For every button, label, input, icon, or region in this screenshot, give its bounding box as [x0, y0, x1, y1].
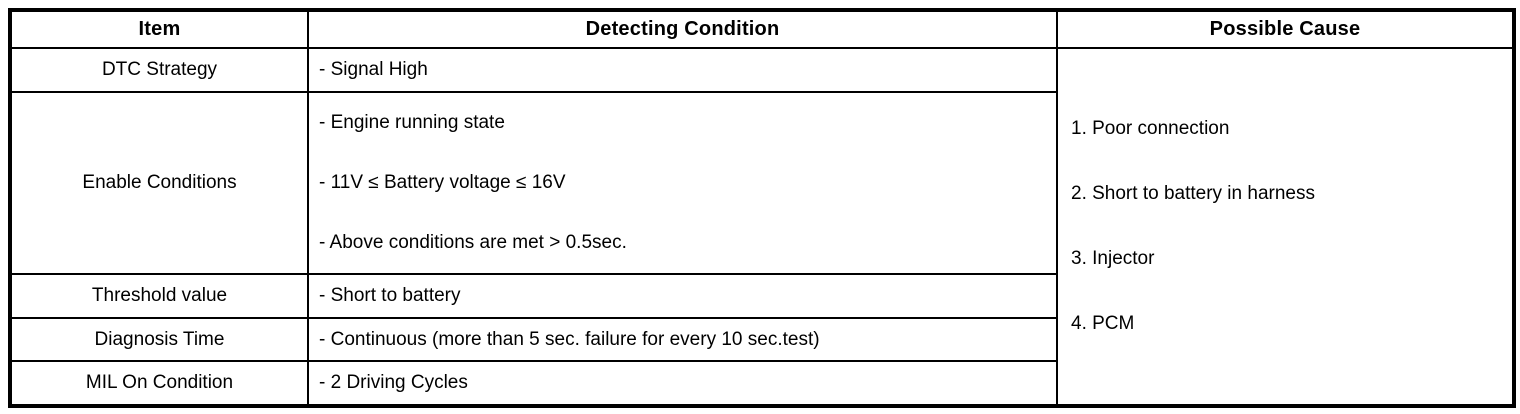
possible-cause-item-1: 1. Poor connection: [1071, 118, 1230, 139]
column-header-possible-cause: Possible Cause: [1056, 9, 1515, 49]
item-cell-threshold-value: Threshold value: [9, 273, 309, 319]
table-row-threshold-value: Threshold value - Short to battery: [9, 273, 1514, 319]
dtc-detecting-condition-table: Item Detecting Condition Possible Cause …: [8, 8, 1516, 408]
table-row-dtc-strategy: DTC Strategy - Signal High 1. Poor conne…: [9, 47, 1515, 407]
item-cell-diagnosis-time: Diagnosis Time: [9, 317, 309, 362]
column-header-detecting-condition: Detecting Condition: [307, 9, 1058, 49]
condition-cell-dtc-strategy: - Signal High: [307, 47, 1058, 93]
table-row-enable-conditions: Enable Conditions - Engine running state…: [9, 91, 1514, 275]
table-row-diagnosis-time: Diagnosis Time - Continuous (more than 5…: [9, 317, 1514, 362]
condition-list: - Engine running state - 11V ≤ Battery v…: [319, 93, 1056, 273]
condition-cell-diagnosis-time: - Continuous (more than 5 sec. failure f…: [307, 317, 1058, 362]
possible-cause-item-2: 2. Short to battery in harness: [1071, 183, 1315, 204]
possible-cause-list: 1. Poor connection 2. Short to battery i…: [1071, 97, 1512, 357]
table-header-row: Item Detecting Condition Possible Cause: [9, 9, 1515, 49]
possible-cause-item-3: 3. Injector: [1071, 248, 1155, 269]
condition-line-above-conditions: - Above conditions are met > 0.5sec.: [319, 232, 627, 253]
condition-cell-enable-conditions: - Engine running state - 11V ≤ Battery v…: [307, 91, 1058, 275]
column-header-item: Item: [9, 9, 309, 49]
item-cell-dtc-strategy: DTC Strategy: [9, 47, 309, 93]
possible-cause-item-4: 4. PCM: [1071, 313, 1135, 334]
condition-line-engine-running: - Engine running state: [319, 112, 505, 133]
possible-cause-cell: 1. Poor connection 2. Short to battery i…: [1056, 47, 1515, 407]
condition-cell-threshold-value: - Short to battery: [307, 273, 1058, 319]
table-row-mil-on-condition: MIL On Condition - 2 Driving Cycles: [9, 360, 1514, 407]
condition-line-battery-voltage: - 11V ≤ Battery voltage ≤ 16V: [319, 172, 566, 193]
item-cell-enable-conditions: Enable Conditions: [9, 91, 309, 275]
item-cell-mil-on-condition: MIL On Condition: [9, 360, 309, 407]
condition-cell-mil-on-condition: - 2 Driving Cycles: [307, 360, 1058, 407]
